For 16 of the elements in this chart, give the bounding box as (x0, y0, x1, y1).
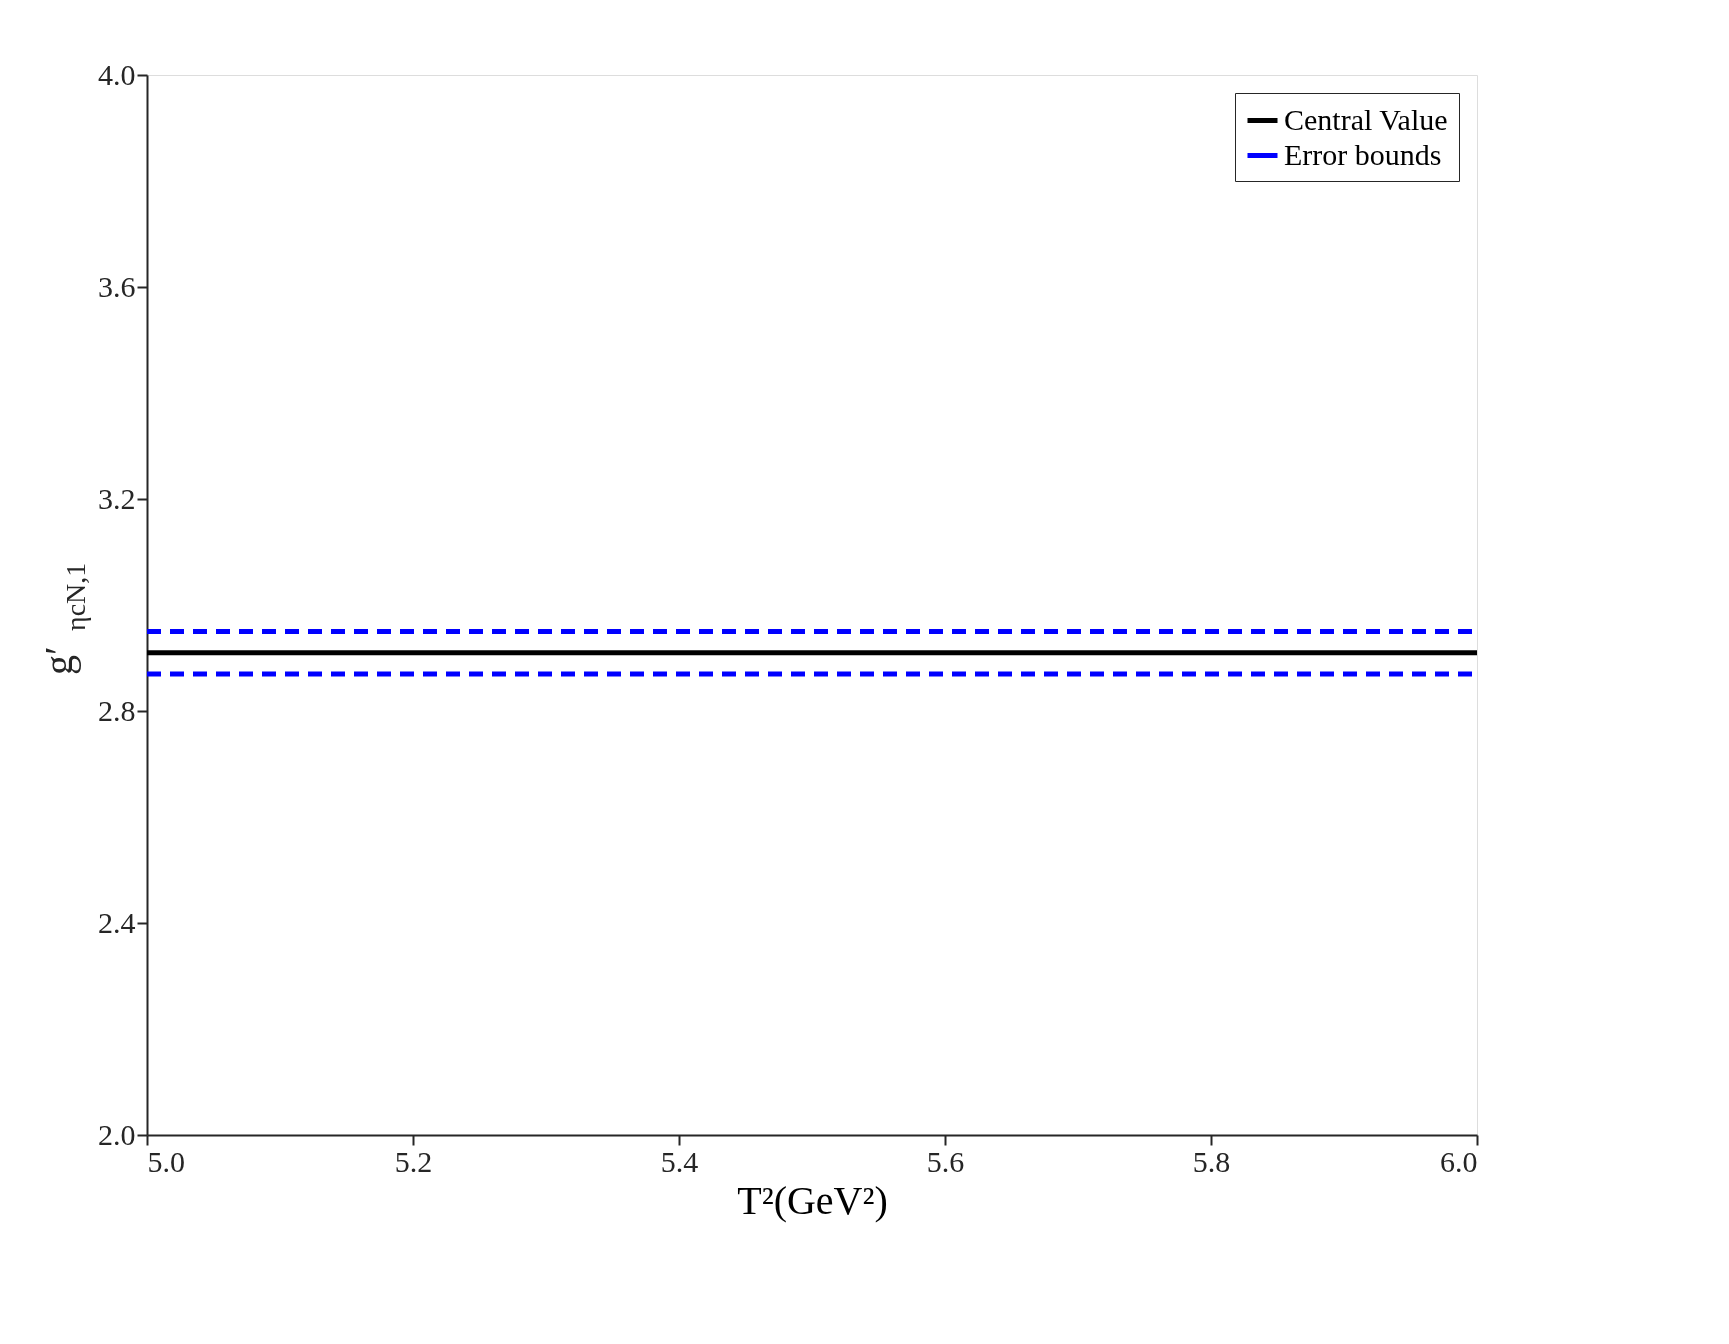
y-tick-label: 4.0 (98, 57, 136, 91)
y-tick-label: 3.6 (98, 269, 136, 303)
y-tick-label: 2.4 (98, 905, 136, 939)
y-tick-label: 2.8 (98, 693, 136, 727)
x-tick-label: 5.6 (926, 1144, 965, 1178)
y-tick-label: 3.2 (98, 481, 136, 515)
x-tick-label: 5.4 (660, 1144, 699, 1178)
x-axis-title: T²(GeV²) (737, 1177, 888, 1223)
x-tick-label: 5.2 (394, 1144, 433, 1178)
x-tick-label: 5.8 (1192, 1144, 1231, 1178)
legend-label: Central Value (1284, 102, 1448, 136)
legend-label: Error bounds (1284, 137, 1442, 171)
x-tick-label: 5.0 (147, 1144, 185, 1178)
x-tick-label: 6.0 (1440, 1144, 1478, 1178)
y-axis-title: g′ηcN,1 (36, 562, 91, 675)
y-tick-label: 2.0 (98, 1117, 136, 1151)
